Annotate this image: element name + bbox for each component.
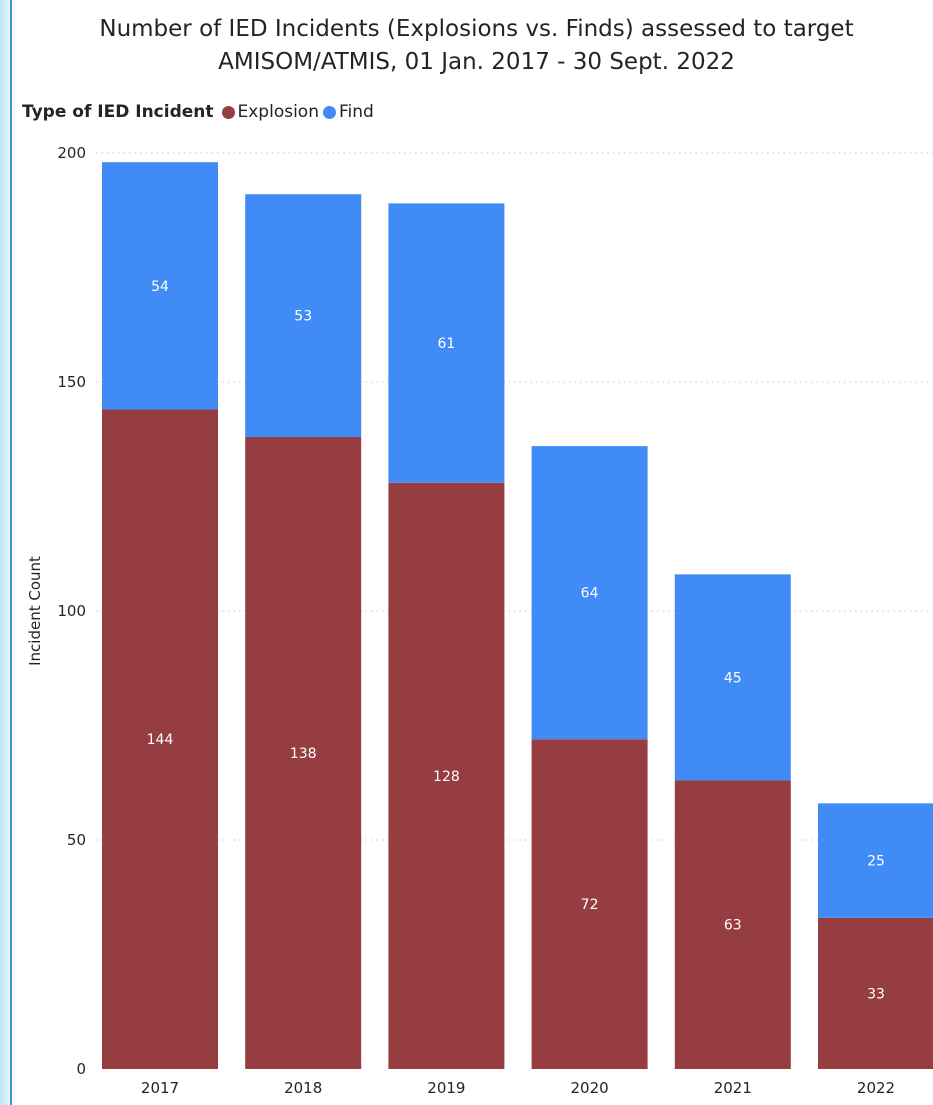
legend-title: Type of IED Incident <box>22 102 214 122</box>
data-label-explosion-2021: 63 <box>724 918 742 934</box>
x-tick-label-2017: 2017 <box>141 1079 179 1097</box>
x-tick-label-2020: 2020 <box>571 1079 609 1097</box>
legend-label-explosion: Explosion <box>237 102 319 122</box>
x-tick-label-2021: 2021 <box>714 1079 752 1097</box>
data-label-find-2021: 45 <box>724 670 742 686</box>
data-label-explosion-2020: 72 <box>581 897 599 913</box>
bar-explosion-2017 <box>102 409 218 1070</box>
data-label-explosion-2022: 33 <box>867 986 885 1002</box>
data-label-find-2020: 64 <box>581 586 599 602</box>
bar-explosion-2018 <box>245 436 362 1070</box>
y-tick-label-0: 0 <box>76 1060 86 1078</box>
bar-explosion-2022 <box>818 917 933 1069</box>
data-label-explosion-2017: 144 <box>147 732 174 748</box>
legend-label-find: Find <box>338 102 374 122</box>
y-tick-label-100: 100 <box>57 602 86 620</box>
bar-find-2020 <box>531 446 648 740</box>
page-edge-decoration <box>0 0 12 1105</box>
data-label-find-2017: 54 <box>151 279 169 295</box>
bar-find-2017 <box>102 162 218 410</box>
bar-explosion-2021 <box>674 780 791 1069</box>
y-tick-label-150: 150 <box>57 373 86 391</box>
bar-explosion-2020 <box>531 739 648 1069</box>
y-tick-label-200: 200 <box>57 144 86 162</box>
data-label-find-2019: 61 <box>437 336 455 352</box>
bar-explosion-2019 <box>388 482 505 1069</box>
x-tick-label-2018: 2018 <box>284 1079 322 1097</box>
bar-find-2021 <box>674 574 791 781</box>
legend: Type of IED Incident Explosion Find <box>22 99 378 125</box>
page-edge-line <box>10 0 12 1105</box>
y-tick-label-50: 50 <box>67 831 86 849</box>
legend-item-find[interactable]: Find <box>322 102 374 122</box>
x-tick-label-2019: 2019 <box>427 1079 465 1097</box>
x-tick-label-2022: 2022 <box>857 1079 895 1097</box>
data-label-find-2022: 25 <box>867 854 885 870</box>
y-axis-title: Incident Count <box>26 556 44 666</box>
legend-swatch-find <box>322 105 336 119</box>
bar-find-2019 <box>388 203 505 483</box>
data-label-find-2018: 53 <box>294 309 312 325</box>
chart-title-line-2: AMISOM/ATMIS, 01 Jan. 2017 - 30 Sept. 20… <box>218 49 735 75</box>
bar-find-2018 <box>245 194 362 437</box>
data-label-explosion-2019: 128 <box>433 769 460 785</box>
data-label-explosion-2018: 138 <box>290 746 317 762</box>
chart-title-line-1: Number of IED Incidents (Explosions vs. … <box>99 16 854 42</box>
legend-swatch-explosion <box>221 105 235 119</box>
legend-item-explosion[interactable]: Explosion <box>221 102 319 122</box>
bar-find-2022 <box>818 803 933 918</box>
